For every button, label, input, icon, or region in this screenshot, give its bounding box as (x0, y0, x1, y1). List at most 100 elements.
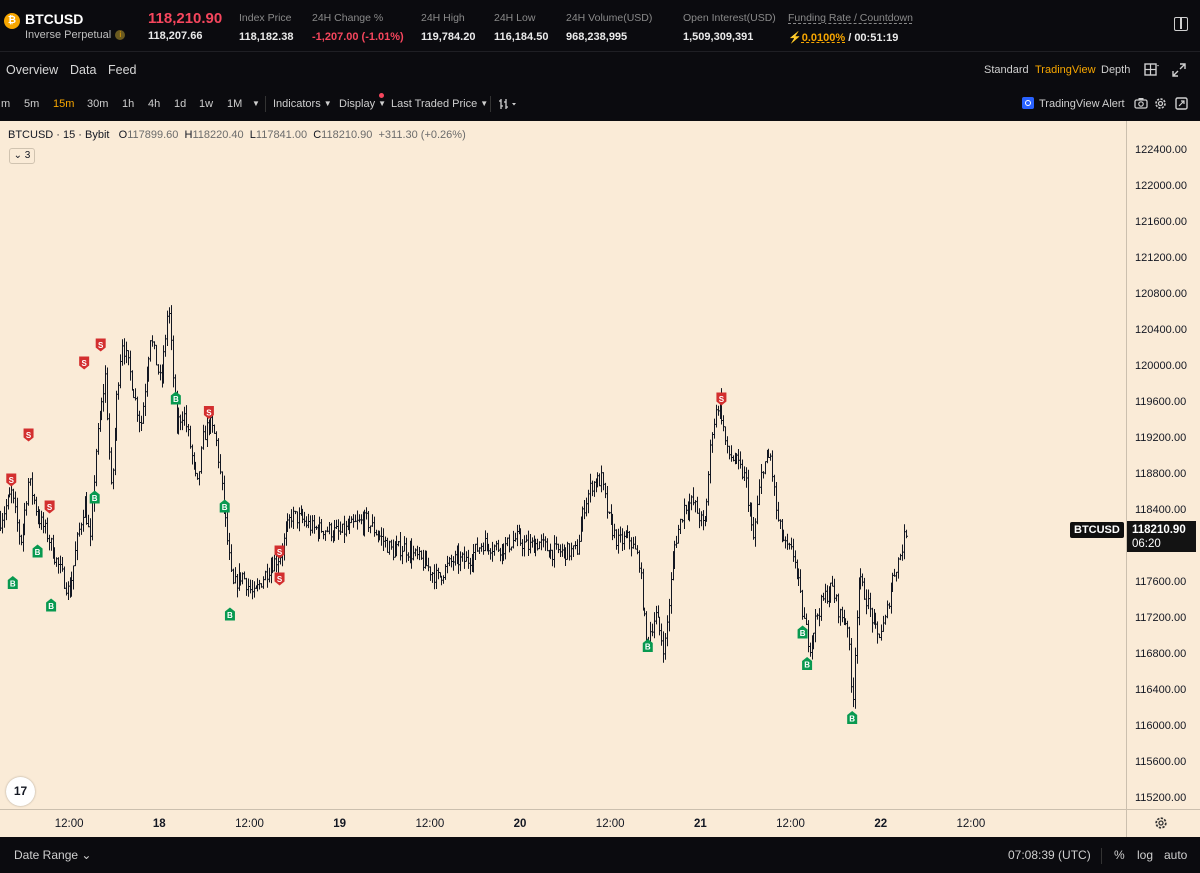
layout-toggle-icon[interactable] (1174, 17, 1188, 31)
stat-index-price: Index Price 118,182.38 (239, 12, 293, 43)
buy-signal-marker[interactable]: B (89, 490, 100, 504)
chevron-down-icon: ▼ (378, 99, 386, 108)
stat-value: 1,509,309,391 (683, 31, 754, 43)
legend-collapse-button[interactable]: ⌄ 3 (9, 148, 35, 164)
signal-letter: B (227, 611, 233, 620)
settings-gear-icon[interactable] (1154, 97, 1167, 110)
bottom-bar: Date Range ⌄ 07:08:39 (UTC) % log auto (0, 838, 1200, 873)
sell-signal-marker[interactable]: S (6, 473, 17, 487)
price-chart-svg[interactable]: S S B B S B S B S B S B B S S B S B B B (0, 121, 1126, 809)
price-tick-label: 121200.00 (1135, 252, 1187, 264)
info-icon[interactable]: i (115, 30, 126, 40)
buy-signal-marker[interactable]: B (847, 711, 858, 724)
signal-shape (46, 598, 57, 612)
buy-signal-marker[interactable]: B (642, 639, 653, 652)
tradingview-alert-button[interactable]: TradingView Alert (1022, 97, 1125, 110)
tradingview-logo-icon[interactable]: 17 (6, 777, 35, 806)
buy-signal-marker[interactable]: B (7, 576, 18, 589)
view-depth[interactable]: Depth (1101, 64, 1131, 76)
price-type-button[interactable]: Last Traded Price ▼ (391, 98, 488, 110)
legend-low: 117841.00 (255, 129, 308, 141)
buy-signal-marker[interactable]: B (797, 625, 808, 639)
funding-countdown: / 00:51:19 (848, 32, 899, 44)
bar-style-icon[interactable] (499, 98, 519, 110)
funding-rate: 0.0100% (801, 32, 846, 44)
timeframe-1w[interactable]: 1w (199, 98, 214, 110)
signal-letter: S (277, 548, 283, 557)
time-axis[interactable]: 12:00 18 12:00 19 12:00 20 12:00 21 12:00 22 12:00 (0, 809, 1126, 837)
sell-signal-marker[interactable]: S (23, 428, 34, 442)
signal-letter: S (98, 341, 104, 350)
signal-letter: B (10, 580, 16, 589)
buy-signal-marker[interactable]: B (802, 657, 813, 670)
chart-toolbar: m 5m 15m 30m 1h 4h 1d 1w 1M ▼ Indicators… (0, 88, 1200, 120)
signal-shape (89, 490, 100, 504)
signal-letter: S (47, 503, 53, 512)
tab-feed[interactable]: Feed (108, 63, 137, 77)
sell-signal-marker[interactable]: S (274, 545, 285, 559)
sell-signal-marker[interactable]: S (203, 406, 214, 419)
expand-icon[interactable] (1172, 63, 1186, 77)
timeframe-15m[interactable]: 15m (53, 98, 75, 110)
sell-signal-marker[interactable]: S (274, 572, 285, 586)
axis-settings-gear-icon[interactable] (1154, 816, 1168, 830)
display-label: Display (339, 98, 376, 110)
price-tick-label: 119600.00 (1135, 396, 1187, 408)
date-range-button[interactable]: Date Range ⌄ (14, 848, 91, 862)
symbol-name[interactable]: BTCUSD (25, 11, 84, 27)
view-standard[interactable]: Standard (984, 64, 1029, 76)
fullscreen-icon[interactable] (1175, 97, 1188, 110)
timeframe-30m[interactable]: 30m (87, 98, 109, 110)
legend-title[interactable]: BTCUSD · 15 · Bybit (8, 129, 110, 141)
signal-shape (6, 473, 17, 487)
price-tick-label: 120000.00 (1135, 360, 1187, 372)
signal-shape (79, 356, 90, 370)
percent-toggle[interactable]: % (1114, 848, 1125, 862)
timeframe-dropdown-icon[interactable]: ▼ (252, 99, 260, 108)
utc-clock[interactable]: 07:08:39 (UTC) (1008, 848, 1091, 862)
signal-shape (170, 391, 181, 405)
timeframe-m[interactable]: m (1, 98, 11, 110)
contract-type-label: Inverse Perpetual (25, 29, 112, 41)
grid-layout-icon[interactable] (1144, 63, 1160, 77)
log-toggle[interactable]: log (1137, 848, 1154, 862)
buy-signal-marker[interactable]: B (46, 598, 57, 612)
view-tradingview[interactable]: TradingView (1035, 64, 1096, 76)
funding-label[interactable]: Funding Rate / Countdown (788, 12, 913, 24)
tab-data[interactable]: Data (70, 63, 97, 77)
signal-letter: S (81, 359, 87, 368)
time-tick-label: 22 (874, 818, 888, 830)
price-axis[interactable]: 122400.00 122000.00 121600.00 121200.00 1208… (1126, 121, 1200, 809)
signal-shape (224, 607, 235, 621)
timeframe-4h[interactable]: 4h (148, 98, 161, 110)
signal-shape (797, 625, 808, 639)
time-tick-label: 12:00 (776, 818, 805, 830)
timeframe-1h[interactable]: 1h (122, 98, 135, 110)
tab-overview[interactable]: Overview (6, 63, 59, 77)
signal-shape (642, 639, 653, 652)
auto-toggle[interactable]: auto (1164, 848, 1188, 862)
sell-signal-marker[interactable]: S (95, 338, 106, 352)
signal-shape (847, 711, 858, 724)
chart-pane[interactable]: S S B B S B S B S B S B B S S B S B B B (0, 121, 1126, 809)
display-button[interactable]: Display ▼ (339, 98, 386, 110)
time-tick-label: 12:00 (415, 818, 445, 830)
price-tick-label: 120400.00 (1135, 324, 1187, 336)
sell-signal-marker[interactable]: S (79, 356, 90, 370)
stat-funding-rate[interactable]: Funding Rate / Countdown ⚡0.0100% / 00:5… (788, 12, 913, 44)
price-type-label: Last Traded Price (391, 98, 478, 110)
timeframe-5m[interactable]: 5m (24, 98, 40, 110)
sell-signal-marker[interactable]: S (716, 392, 727, 406)
sell-signal-marker[interactable]: S (44, 500, 55, 514)
buy-signal-marker[interactable]: B (170, 391, 181, 405)
price-tick-label: 122000.00 (1135, 180, 1187, 192)
signal-letter: B (645, 643, 651, 652)
buy-signal-marker[interactable]: B (219, 499, 230, 513)
stat-value: 118,182.38 (239, 31, 294, 43)
indicators-button[interactable]: Indicators ▼ (273, 98, 332, 110)
buy-signal-marker[interactable]: B (32, 544, 43, 558)
camera-icon[interactable] (1134, 97, 1148, 109)
buy-signal-marker[interactable]: B (224, 607, 235, 621)
timeframe-1m-month[interactable]: 1M (227, 98, 243, 110)
timeframe-1d[interactable]: 1d (174, 98, 187, 110)
